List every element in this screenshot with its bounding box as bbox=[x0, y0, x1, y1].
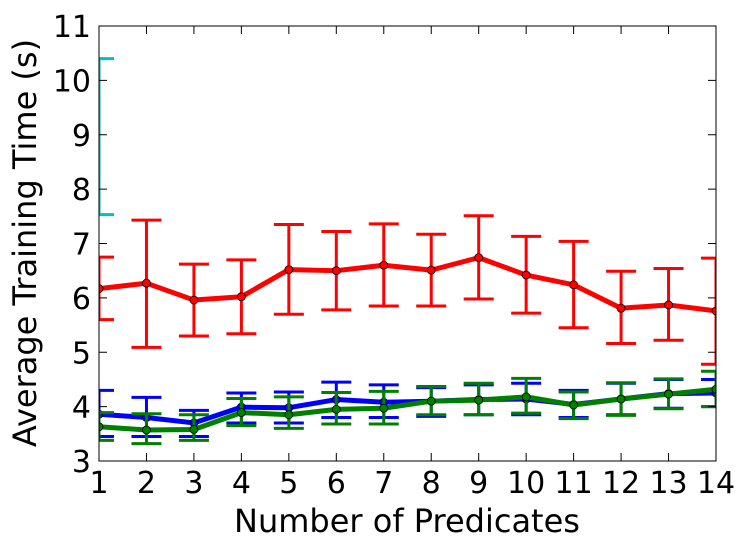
x-tick-label: 10 bbox=[507, 466, 545, 501]
data-point bbox=[616, 303, 626, 313]
data-point bbox=[236, 408, 246, 418]
series-line bbox=[99, 386, 716, 433]
x-tick-label: 6 bbox=[327, 466, 346, 501]
data-point bbox=[521, 392, 531, 402]
y-tick-label: 6 bbox=[72, 282, 91, 317]
data-point bbox=[616, 394, 626, 404]
data-point bbox=[426, 396, 436, 406]
x-tick-label: 3 bbox=[184, 466, 203, 501]
x-tick-label: 8 bbox=[422, 466, 441, 501]
x-tick-label: 4 bbox=[232, 466, 251, 501]
series-line bbox=[99, 255, 716, 314]
x-axis-label: Number of Predicates bbox=[234, 502, 580, 540]
x-tick-label: 11 bbox=[555, 466, 593, 501]
data-point bbox=[99, 422, 104, 432]
x-tick-label: 12 bbox=[602, 466, 640, 501]
series-2 bbox=[99, 369, 716, 446]
y-tick-label: 9 bbox=[72, 119, 91, 154]
data-point bbox=[569, 280, 579, 290]
y-tick-label: 4 bbox=[72, 391, 91, 426]
data-point bbox=[189, 295, 199, 305]
data-point bbox=[711, 306, 716, 316]
y-tick-label: 10 bbox=[53, 64, 91, 99]
data-point bbox=[569, 400, 579, 410]
data-point bbox=[284, 410, 294, 420]
y-tick-label: 5 bbox=[72, 336, 91, 371]
data-point bbox=[474, 253, 484, 263]
data-point bbox=[379, 260, 389, 270]
data-point bbox=[142, 278, 151, 288]
y-tick-label: 7 bbox=[72, 228, 91, 263]
y-tick-label: 8 bbox=[72, 173, 91, 208]
data-point bbox=[331, 266, 341, 276]
x-tick-label: 14 bbox=[697, 466, 735, 501]
data-point bbox=[331, 404, 341, 414]
data-point bbox=[521, 270, 531, 280]
x-tick-label: 7 bbox=[374, 466, 393, 501]
y-axis-label: Average Training Time (s) bbox=[6, 39, 44, 447]
data-point bbox=[379, 403, 389, 413]
x-tick-label: 1 bbox=[89, 466, 108, 501]
data-point bbox=[711, 384, 716, 394]
series-3 bbox=[99, 57, 114, 217]
y-tick-label: 3 bbox=[72, 445, 91, 480]
data-point bbox=[236, 292, 246, 302]
data-point bbox=[664, 300, 673, 310]
series-layer bbox=[99, 57, 716, 446]
data-point bbox=[474, 395, 484, 405]
x-tick-label: 5 bbox=[279, 466, 298, 501]
data-point bbox=[426, 265, 436, 275]
y-tick-label: 11 bbox=[53, 10, 91, 45]
data-point bbox=[189, 425, 199, 434]
x-tick-label: 2 bbox=[137, 466, 156, 501]
data-point bbox=[99, 284, 104, 294]
x-tick-label: 13 bbox=[649, 466, 687, 501]
data-point bbox=[664, 389, 673, 399]
series-0 bbox=[99, 214, 716, 366]
x-tick-label: 9 bbox=[469, 466, 488, 501]
data-point bbox=[284, 265, 294, 275]
data-point bbox=[142, 425, 151, 435]
